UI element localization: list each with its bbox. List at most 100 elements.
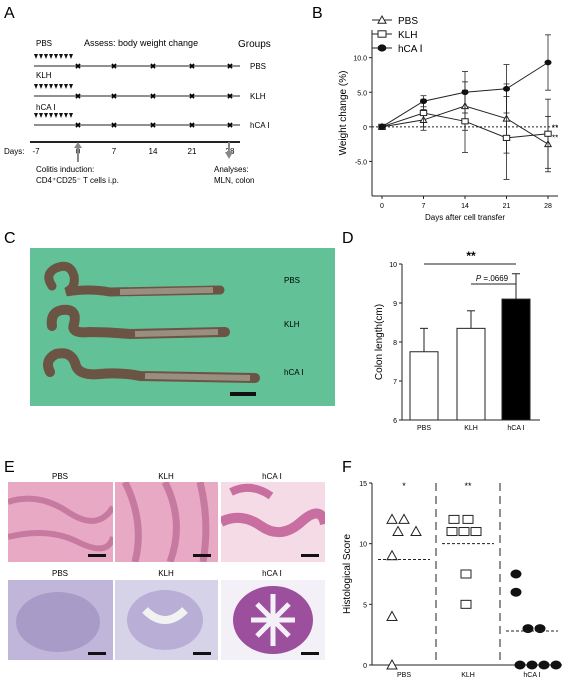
- assessment-mark-icon: ✖: [111, 121, 118, 130]
- legend-marker: [377, 44, 387, 52]
- group-label-pbs: PBS: [250, 62, 266, 71]
- x-tick-label: 0: [380, 203, 384, 210]
- assessment-mark-icon: ✖: [189, 62, 196, 71]
- injection-triangle-icon: [49, 54, 53, 59]
- score-point: [534, 624, 546, 634]
- score-point: [462, 514, 474, 524]
- day-tick-label: 28: [226, 147, 235, 156]
- injection-triangle-icon: [44, 113, 48, 118]
- x-tick-label: 14: [461, 203, 469, 210]
- legend-label: hCA Ⅰ: [398, 44, 423, 55]
- bar: [456, 327, 486, 421]
- injection-triangle-icon: [59, 84, 63, 89]
- score-point: [550, 660, 562, 670]
- p-value-label: P =.0669: [476, 274, 509, 283]
- y-tick-label: 10: [359, 542, 367, 549]
- day-tick-label: 21: [188, 147, 197, 156]
- data-point: [419, 98, 428, 105]
- panel-a-timeline: Assess: body weight change Groups PBS KL…: [4, 38, 271, 185]
- chart-f-histological-score: 0 5 10 15 Histological Score * PBS ** KLH hCA Ⅰ: [342, 481, 562, 679]
- score-point: [458, 527, 470, 537]
- y-tick-label: 5: [363, 602, 367, 609]
- y-axis-label: Colon length(cm): [374, 304, 385, 380]
- injection-triangle-icon: [34, 84, 38, 89]
- assess-text: Assess: body weight change: [84, 38, 198, 48]
- colon-label-klh: KLH: [284, 320, 300, 329]
- row-label-klh: KLH: [36, 71, 52, 80]
- assessment-mark-icon: ✖: [75, 92, 82, 101]
- days-label: Days:: [4, 147, 24, 156]
- injection-triangle-icon: [39, 113, 43, 118]
- injection-triangle-icon: [54, 84, 58, 89]
- assessment-mark-icon: ✖: [227, 121, 234, 130]
- score-point: [386, 658, 398, 670]
- data-point: [419, 109, 428, 117]
- histology-ab-klh: [115, 580, 218, 660]
- injection-triangle-icon: [44, 84, 48, 89]
- injection-triangle-icon: [69, 54, 73, 59]
- assessment-mark-icon: ✖: [227, 62, 234, 71]
- significance-label: *: [402, 481, 406, 491]
- injection-triangle-icon: [54, 54, 58, 59]
- significance-label: **: [552, 123, 558, 132]
- chart-b-weight-change: -5.0 0 5.0 10.0 0 7 14 21 28 Days after cell tran…: [338, 14, 558, 222]
- data-point: [502, 134, 511, 141]
- histology-he-pbs: [8, 482, 113, 562]
- x-tick-label: 21: [503, 203, 511, 210]
- category-label: hCA Ⅰ: [523, 672, 540, 679]
- legend-marker: [377, 30, 387, 38]
- injection-triangle-icon: [64, 113, 68, 118]
- category-label: PBS: [417, 425, 431, 432]
- score-point: [526, 660, 538, 670]
- histology-he-hca: [221, 482, 325, 562]
- y-axis-label: Weight change (%): [338, 71, 349, 156]
- panel-letter-b: B: [312, 5, 323, 22]
- histology-ab-pbs: [8, 580, 113, 660]
- significance-label: **: [464, 481, 472, 491]
- score-point: [470, 527, 482, 537]
- histology-he-klh: [115, 482, 218, 562]
- x-tick-label: 28: [544, 203, 552, 210]
- legend-label: PBS: [398, 16, 418, 27]
- significance-label: **: [552, 134, 558, 143]
- score-point: [392, 525, 404, 537]
- assessment-mark-icon: ✖: [189, 92, 196, 101]
- y-tick-label: 0: [363, 663, 367, 670]
- y-tick-label: 7: [393, 379, 397, 386]
- panel-letter-d: D: [342, 230, 354, 247]
- colon-photo-drawing: [30, 248, 335, 406]
- data-point: [461, 89, 469, 96]
- score-point: [448, 514, 460, 524]
- injection-triangle-icon: [49, 113, 53, 118]
- assessment-mark-icon: ✖: [150, 92, 157, 101]
- data-point: [544, 130, 552, 137]
- assessment-mark-icon: ✖: [227, 92, 234, 101]
- y-tick-label: 8: [393, 340, 397, 347]
- he-label-hca: hCA Ⅰ: [262, 472, 282, 481]
- analyses-arrow-icon: [225, 152, 233, 159]
- assessment-mark-icon: ✖: [150, 62, 157, 71]
- data-point: [544, 59, 552, 66]
- bar: [409, 351, 439, 421]
- colon-label-pbs: PBS: [284, 276, 300, 285]
- ab-label-pbs: PBS: [52, 569, 68, 578]
- injection-triangle-icon: [64, 84, 68, 89]
- he-label-klh: KLH: [158, 472, 174, 481]
- ab-label-hca: hCA Ⅰ: [262, 569, 282, 578]
- ab-label-klh: KLH: [158, 569, 174, 578]
- colon-label-hca: hCA Ⅰ: [284, 368, 304, 377]
- day-tick-label: -7: [32, 147, 40, 156]
- score-point: [398, 513, 410, 524]
- y-tick-label: 0: [363, 125, 367, 132]
- histology-ab-hca: [221, 580, 325, 660]
- analyses-title: Analyses:: [214, 165, 249, 174]
- injection-triangle-icon: [39, 84, 43, 89]
- legend-marker: [377, 14, 387, 24]
- day-tick-label: 14: [149, 147, 158, 156]
- y-tick-label: 10: [389, 262, 397, 269]
- score-point: [410, 525, 422, 537]
- legend-label: KLH: [398, 30, 417, 41]
- y-tick-label: 9: [393, 301, 397, 308]
- score-point: [460, 599, 472, 609]
- category-label: hCA Ⅰ: [507, 425, 524, 432]
